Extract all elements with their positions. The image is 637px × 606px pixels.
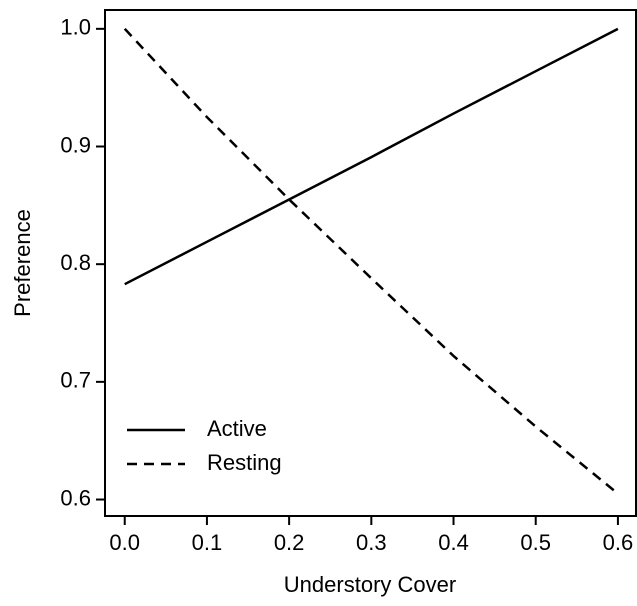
y-tick-label: 0.9 xyxy=(60,132,91,157)
x-tick-label: 0.4 xyxy=(438,530,469,555)
x-axis-title: Understory Cover xyxy=(284,572,456,597)
x-tick-label: 0.6 xyxy=(603,530,634,555)
line-series xyxy=(123,27,619,495)
x-tick-label: 0.0 xyxy=(109,530,140,555)
legend-label: Resting xyxy=(207,450,282,475)
y-axis-title: Preference xyxy=(10,209,35,317)
x-tick-label: 0.2 xyxy=(274,530,305,555)
x-tick-label: 0.1 xyxy=(192,530,223,555)
x-tick-label: 0.3 xyxy=(356,530,387,555)
y-tick-label: 0.7 xyxy=(60,368,91,393)
y-tick-label: 0.8 xyxy=(60,250,91,275)
legend-label: Active xyxy=(207,416,267,441)
x-tick-label: 0.5 xyxy=(520,530,551,555)
plot-frame xyxy=(104,9,637,517)
y-tick-label: 1.0 xyxy=(60,15,91,40)
y-tick-label: 0.6 xyxy=(60,485,91,510)
line-series xyxy=(124,27,619,286)
